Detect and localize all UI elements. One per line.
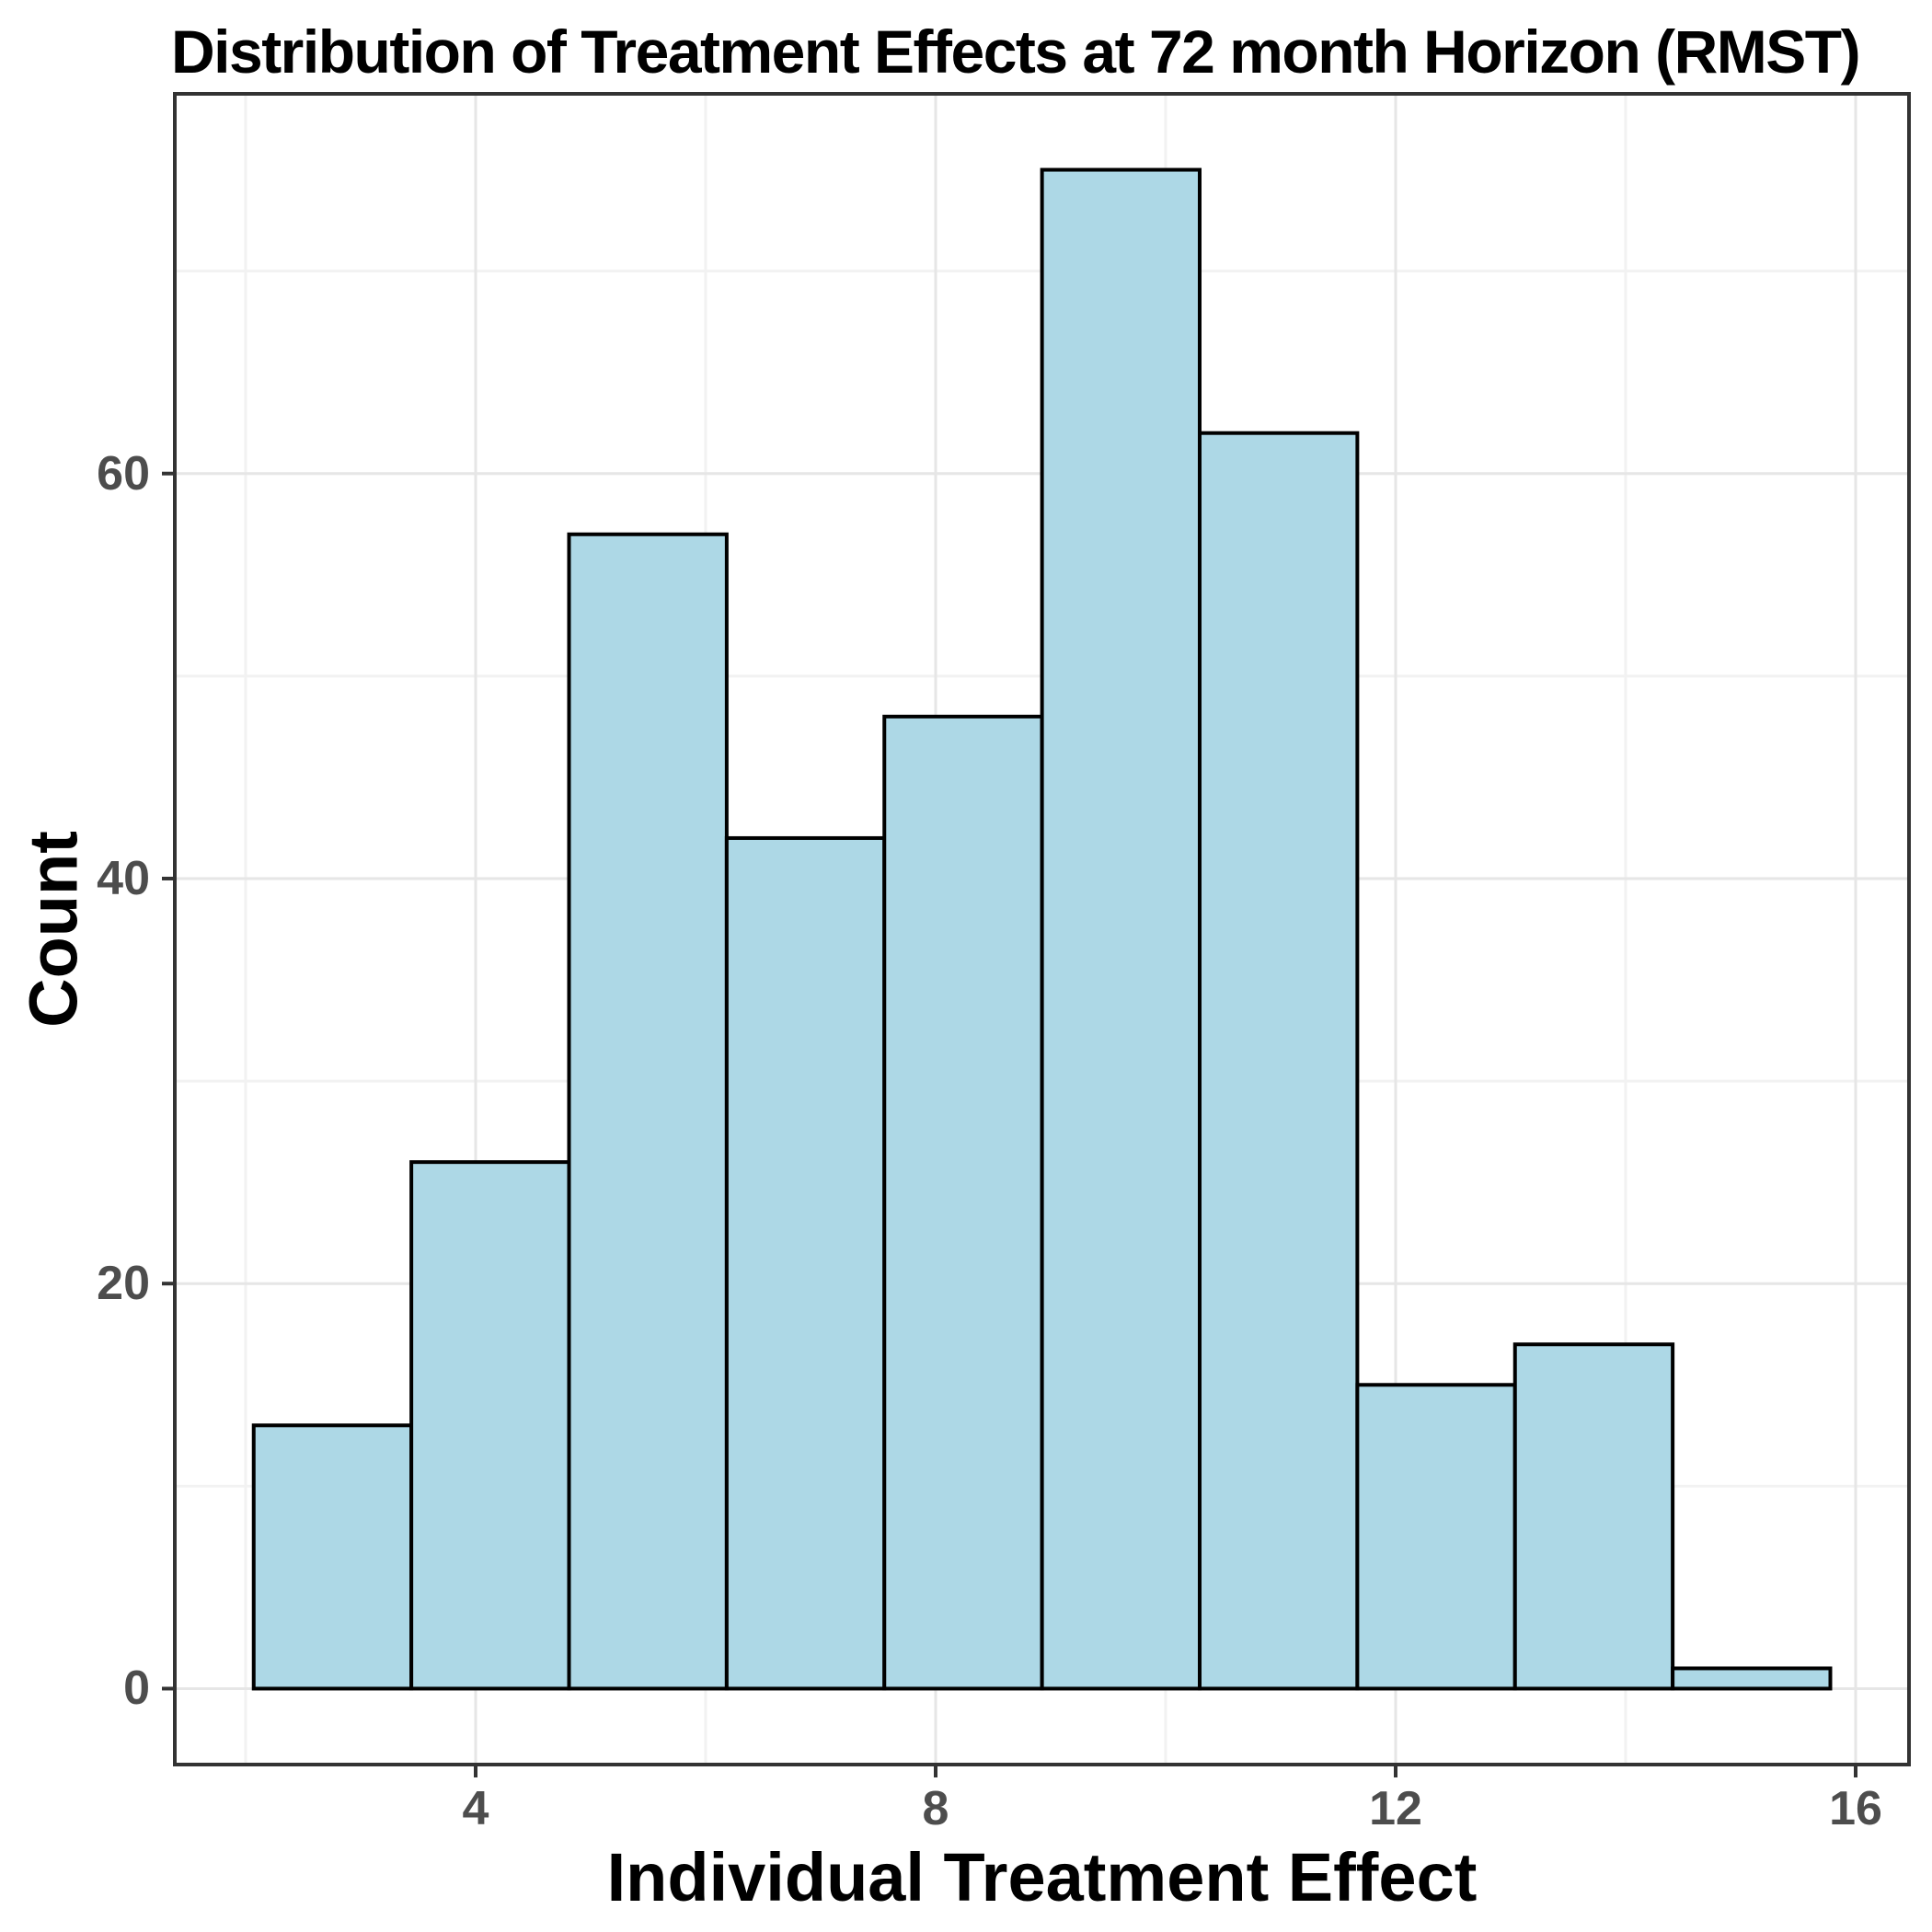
y-tick-label: 20: [97, 1257, 150, 1311]
y-tick-label: 40: [97, 851, 150, 905]
x-tick-label: 12: [1369, 1782, 1422, 1835]
y-tick-label: 60: [97, 446, 150, 500]
histogram-bar: [1355, 1383, 1517, 1691]
histogram-bar: [251, 1423, 414, 1691]
x-tick-label: 4: [462, 1782, 489, 1835]
x-tick-label: 8: [922, 1782, 949, 1835]
panel-border: [173, 92, 1911, 1766]
histogram-bar: [724, 835, 887, 1691]
y-tick-label: 0: [123, 1662, 150, 1716]
histogram-bar: [1040, 167, 1202, 1691]
x-tick-label: 16: [1829, 1782, 1882, 1835]
histogram-bar: [567, 532, 729, 1691]
histogram-bar: [1671, 1666, 1833, 1691]
histogram-bar: [882, 714, 1044, 1691]
histogram-bar: [1198, 431, 1360, 1691]
chart-title: Distribution of Treatment Effects at 72 …: [171, 17, 1861, 86]
histogram-bar: [1512, 1342, 1675, 1691]
x-axis-title: Individual Treatment Effect: [606, 1839, 1478, 1915]
histogram-bar: [409, 1160, 571, 1691]
